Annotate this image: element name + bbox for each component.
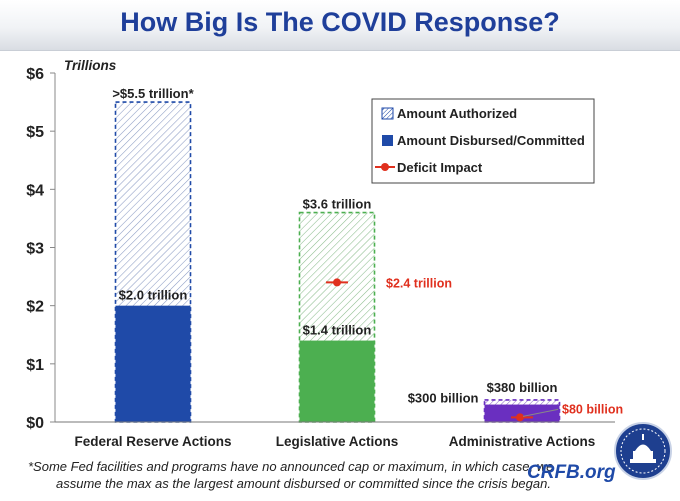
deficit-marker-dot <box>333 278 341 287</box>
footnote: *Some Fed facilities and programs have n… <box>28 458 554 492</box>
category-label: Legislative Actions <box>276 434 399 449</box>
bars-group <box>114 101 561 423</box>
legend-authorized-swatch <box>381 107 394 120</box>
footnote-line-1: *Some Fed facilities and programs have n… <box>28 459 554 474</box>
y-tick-label: $3 <box>26 241 44 258</box>
y-tick-label: $4 <box>26 182 44 199</box>
disbursed-value-label: $2.0 trillion <box>119 288 188 303</box>
crfb-link[interactable]: CRFB.org <box>527 462 616 483</box>
y-tick-label: $0 <box>26 415 44 432</box>
footnote-line-2: assume the max as the largest amount dis… <box>56 476 551 491</box>
bar-disbursed <box>299 340 375 422</box>
authorized-value-label: $3.6 trillion <box>303 197 372 212</box>
authorized-value-label: >$5.5 trillion* <box>112 86 194 101</box>
bar-disbursed <box>115 305 191 422</box>
y-axis: $0 $1 $2 $3 $4 $5 $6 <box>26 66 56 432</box>
category-label: Administrative Actions <box>449 434 596 449</box>
bar-labels-group: >$5.5 trillion* $2.0 trillion $3.6 trillio… <box>112 86 623 416</box>
legend-deficit-label: Deficit Impact <box>397 160 483 175</box>
authorized-value-label: $380 billion <box>487 380 558 395</box>
units-label: Trillions <box>64 58 117 73</box>
y-tick-label: $5 <box>26 124 44 141</box>
legend-disbursed-label: Amount Disbursed/Committed <box>397 133 585 148</box>
deficit-value-label: $2.4 trillion <box>386 276 452 290</box>
capitol-seal-logo <box>614 422 672 480</box>
disbursed-value-label: $1.4 trillion <box>303 323 372 338</box>
deficit-leader-line <box>522 408 559 417</box>
x-axis: Federal Reserve Actions Legislative Actio… <box>55 421 615 449</box>
legend-deficit-dot <box>381 163 389 171</box>
category-label: Federal Reserve Actions <box>74 434 231 449</box>
deficit-value-label: $80 billion <box>562 402 623 416</box>
title-band <box>0 0 680 51</box>
bar-disbursed <box>484 404 560 422</box>
deficit-markers <box>326 278 559 422</box>
legend-authorized-label: Amount Authorized <box>397 106 517 121</box>
deficit-marker-dot <box>516 413 524 422</box>
legend-box <box>371 98 595 184</box>
legend: Amount Authorized Amount Disbursed/Commi… <box>371 98 595 184</box>
legend-disbursed-swatch <box>382 135 393 146</box>
disbursed-value-label: $300 billion <box>408 391 479 406</box>
y-tick-label: $6 <box>26 66 44 83</box>
y-tick-label: $1 <box>26 357 44 374</box>
y-tick-label: $2 <box>26 299 44 316</box>
chart-title: How Big Is The COVID Response? <box>120 7 560 37</box>
